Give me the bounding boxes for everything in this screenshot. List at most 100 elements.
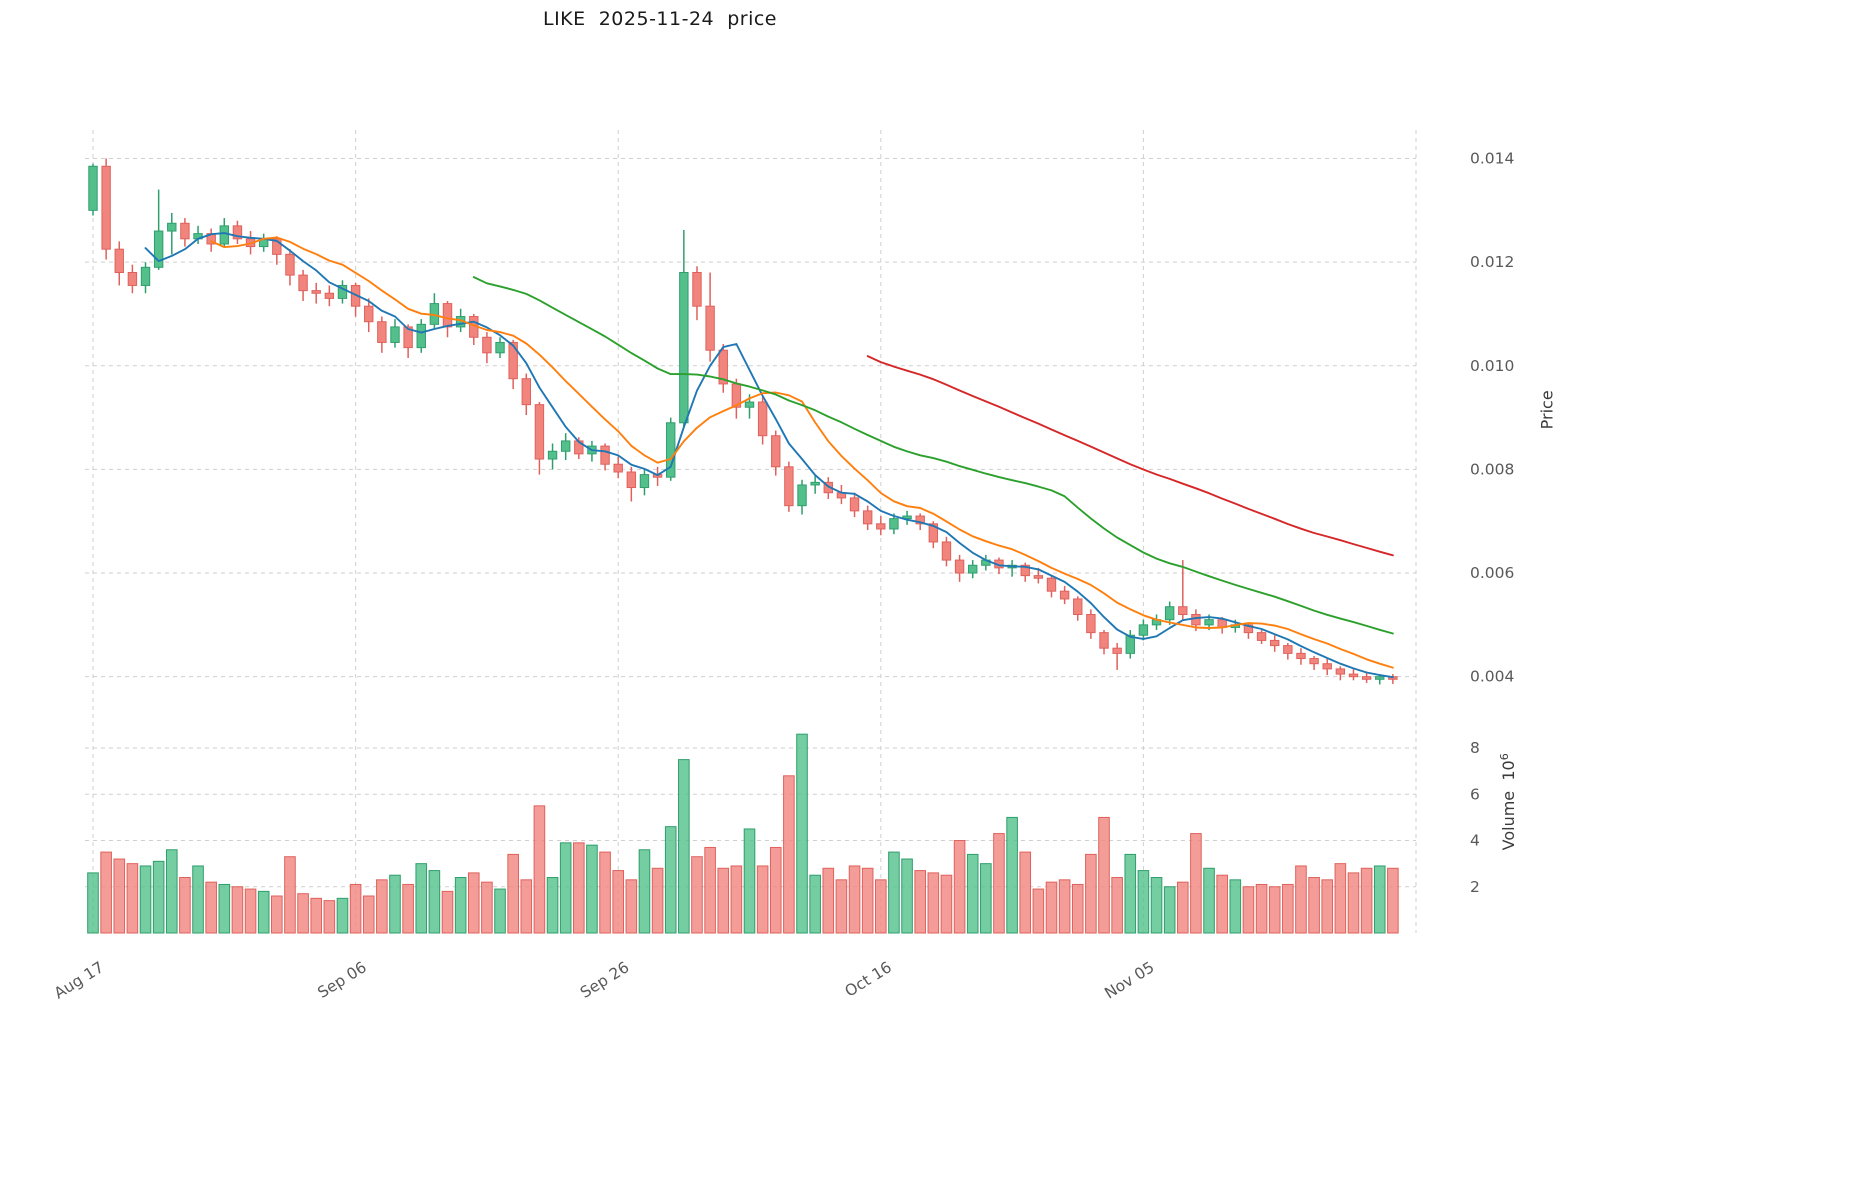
volume-bar [507, 853, 519, 934]
candle-body [1375, 676, 1385, 680]
volume-bar [1163, 886, 1176, 934]
volume-bar [1347, 872, 1360, 934]
volume-bar [1334, 863, 1347, 934]
volume-bar [743, 828, 756, 934]
volume-bar [336, 897, 349, 934]
price-tick-label: 0.004 [1470, 668, 1514, 686]
volume-bar [1321, 879, 1334, 934]
candle-body [285, 253, 295, 276]
candle-body [560, 440, 571, 452]
candle-body [547, 450, 558, 460]
volume-bar [717, 867, 730, 934]
volume-bar [625, 879, 638, 934]
volume-bar [467, 872, 480, 934]
candle-body [534, 404, 545, 460]
volume-bar [1255, 883, 1268, 934]
candle-body [180, 222, 190, 240]
volume-bar [87, 872, 99, 934]
volume-bar [257, 890, 270, 934]
candle-body [771, 435, 781, 468]
volume-bar [244, 888, 257, 934]
volume-axis-label-text: Volume [1499, 790, 1519, 851]
volume-bar [139, 865, 152, 934]
candle-body [153, 230, 164, 268]
volume-tick-label: 2 [1470, 878, 1480, 896]
candle-body [757, 401, 768, 437]
volume-tick-label: 8 [1470, 739, 1480, 757]
volume-bar [126, 863, 139, 934]
volume-bar [1137, 870, 1150, 934]
candle-body [876, 523, 886, 530]
volume-bar [1058, 879, 1071, 934]
volume-bar [678, 759, 690, 934]
volume-bar [284, 856, 296, 934]
volume-bar [586, 844, 598, 934]
grid-layer [85, 130, 1417, 933]
candle-body [941, 541, 952, 561]
volume-bar [389, 874, 401, 934]
volume-bar [1019, 851, 1032, 934]
price-tick-label: 0.008 [1470, 460, 1514, 478]
volume-bar [192, 865, 204, 934]
volume-bar [1124, 853, 1137, 934]
volume-bar [481, 881, 493, 934]
volume-axis-scale-exp: 6 [1497, 753, 1511, 761]
candle-body [1256, 632, 1267, 641]
volume-axis-label: Volume 106 [1479, 753, 1537, 870]
candle-body [1046, 577, 1057, 592]
candle-body [298, 274, 308, 292]
candle-body [1361, 676, 1372, 680]
volume-bar [100, 851, 112, 934]
candle-body [1296, 652, 1306, 660]
candle-body [784, 466, 794, 507]
volume-bars-layer [87, 733, 1399, 934]
candle-body [1348, 673, 1359, 678]
volume-bar [769, 846, 782, 934]
candle-body [1243, 624, 1254, 634]
price-tick-label: 0.006 [1470, 564, 1514, 582]
volume-bar [1229, 879, 1242, 934]
volume-bar [1032, 888, 1045, 934]
candle-body [88, 165, 98, 211]
candle-body [889, 518, 899, 530]
volume-bar [783, 775, 795, 934]
volume-bar [809, 874, 821, 934]
volume-bar [822, 867, 835, 934]
volume-bar [1045, 881, 1058, 934]
volume-bar [1373, 865, 1386, 934]
volume-bar [1268, 886, 1281, 934]
volume-bar [205, 881, 217, 934]
candle-body [1164, 606, 1175, 621]
x-tick-label: Oct 16 [842, 958, 895, 1001]
candle-body [954, 559, 965, 574]
candle-body [140, 266, 151, 286]
volume-bar [638, 849, 651, 934]
ma-line-10 [210, 236, 1394, 669]
candle-body [968, 564, 978, 574]
candle-body [1309, 658, 1319, 665]
candle-body [114, 248, 124, 274]
volume-bar [796, 733, 808, 934]
volume-bar [362, 895, 375, 934]
candle-body [337, 284, 348, 299]
volume-bar [1098, 816, 1110, 934]
volume-bar [494, 888, 506, 934]
ma-line-5 [144, 232, 1394, 679]
price-axis-label-text: Price [1537, 390, 1557, 430]
candle-body [508, 341, 518, 380]
volume-bar [179, 877, 191, 934]
volume-bar [349, 883, 362, 934]
volume-bar [1111, 877, 1123, 934]
volume-bar [861, 867, 874, 934]
volume-bar [152, 860, 165, 934]
candle-body [1191, 614, 1201, 626]
candle-body [1138, 624, 1149, 636]
volume-bar [323, 900, 336, 934]
volume-bar [520, 879, 533, 934]
volume-bar [875, 879, 887, 934]
candle-body [718, 349, 728, 385]
candle-body [613, 463, 623, 473]
candle-body [1322, 663, 1332, 670]
candle-body [311, 290, 321, 294]
chart-title: LIKE 2025-11-24 price [542, 8, 778, 30]
